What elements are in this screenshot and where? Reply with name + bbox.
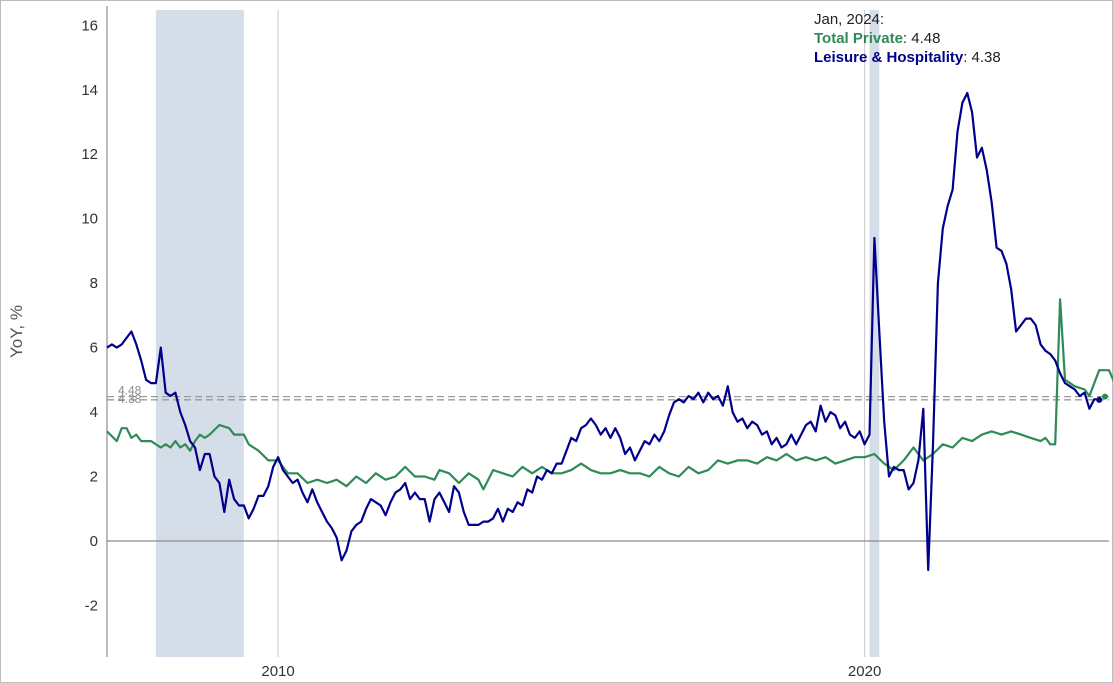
x-tick-label: 2020: [848, 663, 881, 680]
tooltip-series-name: Total Private: [814, 30, 903, 47]
y-tick-label: 16: [81, 17, 98, 34]
y-tick-label: 4: [90, 404, 98, 421]
recession-band: [155, 10, 244, 657]
y-tick-label: -2: [85, 597, 98, 614]
series-line-leisure-hospitality: [106, 91, 1100, 572]
series-end-marker: [1096, 396, 1103, 403]
reference-line-label: 4.48: [118, 384, 142, 398]
y-axis-ticks: 16 14 12 10 8 6 4 2 0 -2: [81, 17, 98, 614]
tooltip-series-value: 4.48: [911, 30, 941, 47]
recession-bands: [155, 10, 880, 657]
tooltip-series-name: Leisure & Hospitality: [814, 49, 964, 66]
x-gridlines: [106, 6, 866, 657]
y-tick-label: 2: [90, 469, 98, 486]
x-axis-ticks: 2010 2020: [261, 663, 881, 680]
series-line-total-private: [106, 298, 1113, 491]
y-tick-label: 14: [81, 82, 98, 99]
tooltip-row-leisure-hospitality: Leisure & Hospitality: 4.38: [814, 49, 1001, 66]
series-lines: [106, 91, 1113, 572]
recession-band: [869, 10, 880, 657]
series-end-marker: [1102, 393, 1108, 400]
x-tick-label: 2010: [261, 663, 294, 680]
reference-line-label: 4.38: [118, 392, 142, 406]
reference-lines: 4.484.38: [107, 384, 1109, 406]
y-tick-label: 8: [90, 275, 98, 292]
tooltip-row-total-private: Total Private: 4.48: [814, 30, 941, 47]
y-tick-label: 0: [90, 533, 98, 550]
tooltip-header: Jan, 2024:: [814, 11, 885, 28]
y-tick-label: 10: [81, 211, 98, 228]
y-axis-label: YoY, %: [7, 305, 26, 358]
tooltip: Jan, 2024: Total Private: 4.48 Leisure &…: [814, 10, 1001, 67]
y-tick-label: 12: [81, 146, 98, 163]
y-tick-label: 6: [90, 340, 98, 357]
tooltip-series-value: 4.38: [971, 49, 1001, 66]
